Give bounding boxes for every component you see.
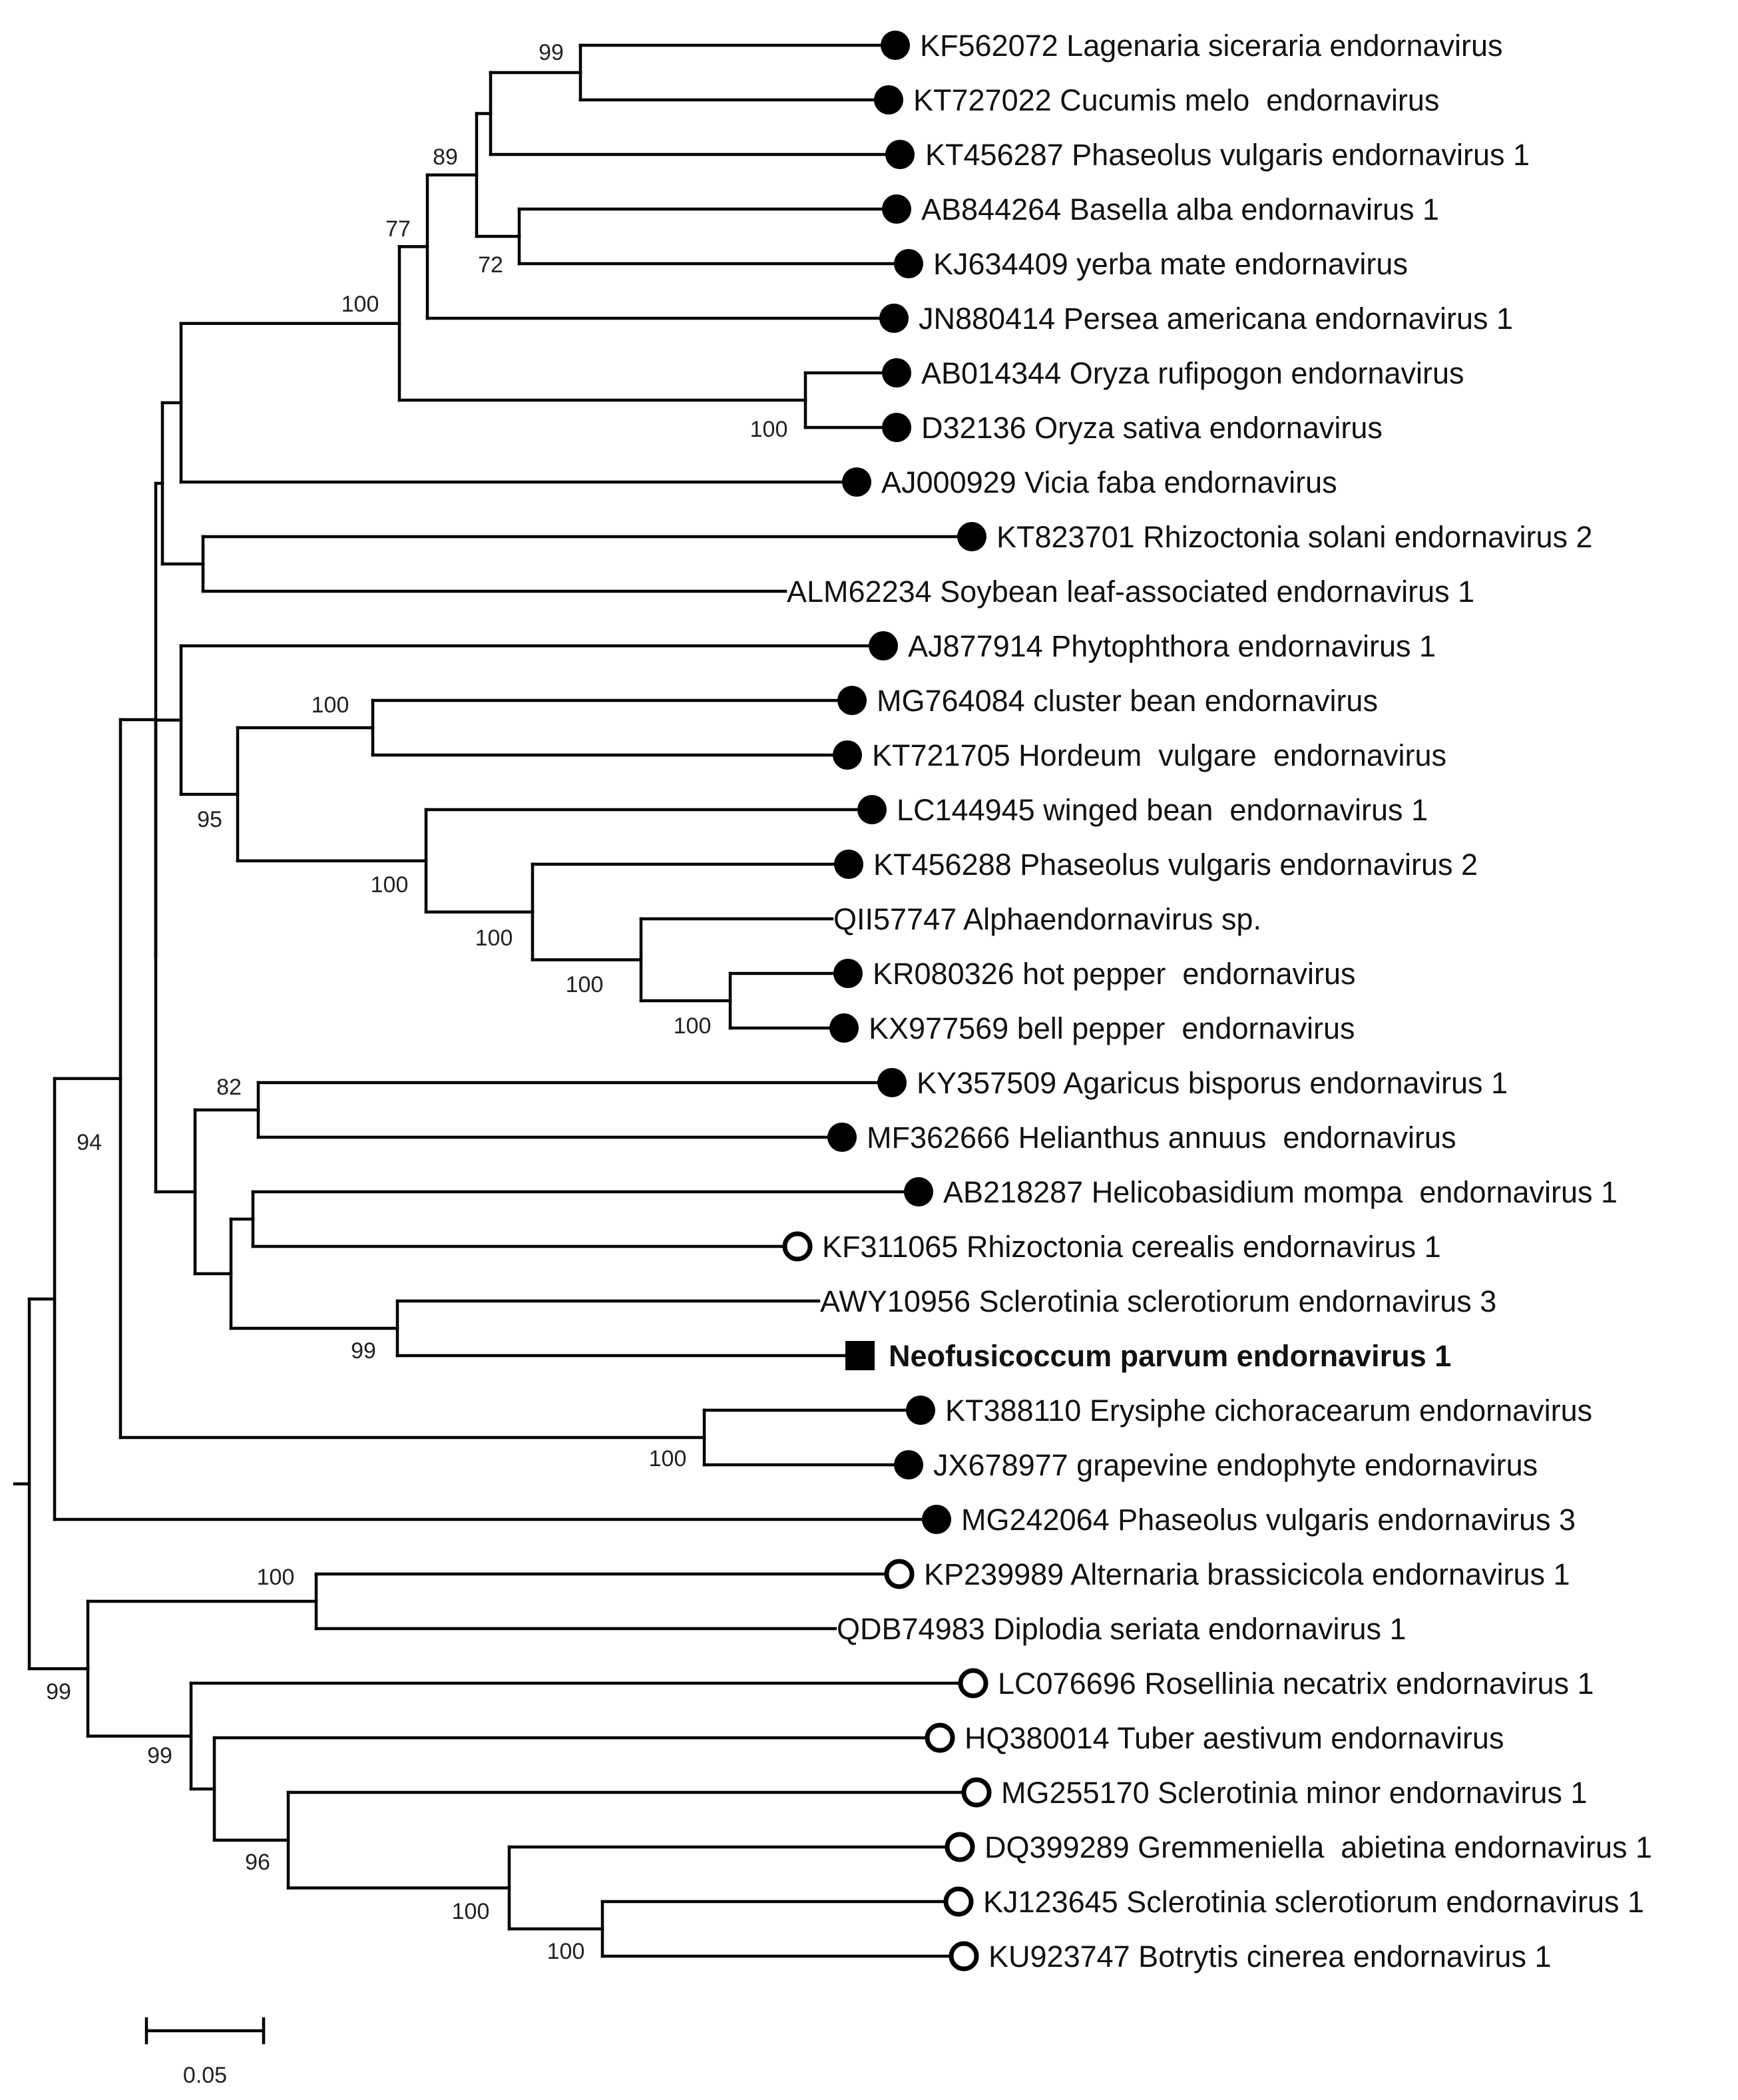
taxon-label: KT823701 Rhizoctonia solani endornavirus… bbox=[996, 520, 1593, 554]
taxon-label: QDB74983 Diplodia seriata endornavirus 1 bbox=[837, 1612, 1407, 1646]
bootstrap-value: 82 bbox=[216, 1075, 242, 1100]
taxon-label: MG255170 Sclerotinia minor endornavirus … bbox=[1001, 1776, 1587, 1810]
filled-circle-marker bbox=[877, 1068, 907, 1097]
filled-circle-marker bbox=[922, 1505, 951, 1534]
bootstrap-value: 100 bbox=[674, 1013, 712, 1039]
filled-circle-marker bbox=[904, 1177, 933, 1206]
filled-circle-marker bbox=[857, 795, 887, 824]
filled-circle-marker bbox=[869, 631, 898, 660]
taxon-labels: KF562072 Lagenaria siceraria endornaviru… bbox=[787, 29, 1652, 1973]
filled-circle-marker bbox=[882, 358, 911, 388]
filled-circle-marker bbox=[885, 140, 915, 169]
taxon-label: AJ000929 Vicia faba endornavirus bbox=[881, 465, 1337, 499]
taxon-label: KR080326 hot pepper endornavirus bbox=[873, 957, 1356, 991]
filled-circle-marker bbox=[894, 1450, 923, 1479]
bootstrap-value: 100 bbox=[371, 872, 409, 898]
filled-circle-marker bbox=[894, 249, 923, 278]
taxon-markers bbox=[782, 31, 992, 1971]
filled-circle-marker bbox=[829, 1013, 859, 1043]
open-circle-marker bbox=[943, 1886, 974, 1917]
bootstrap-value: 100 bbox=[547, 1939, 585, 1964]
taxon-label: KF562072 Lagenaria siceraria endornaviru… bbox=[920, 29, 1503, 63]
filled-circle-marker bbox=[881, 31, 910, 60]
taxon-label: KP239989 Alternaria brassicicola endorna… bbox=[924, 1557, 1570, 1591]
taxon-label: D32136 Oryza sativa endornavirus bbox=[921, 411, 1383, 445]
taxon-label: KY357509 Agaricus bisporus endornavirus … bbox=[917, 1066, 1508, 1100]
taxon-label: JX678977 grapevine endophyte endornaviru… bbox=[933, 1448, 1538, 1482]
filled-circle-marker bbox=[882, 413, 911, 442]
bootstrap-values: 99 89 77 72 100 100 100 95 100 100 100 100 82 99 94 100… bbox=[46, 40, 787, 1964]
taxon-label: KT388110 Erysiphe cichoracearum endornav… bbox=[945, 1394, 1592, 1428]
taxon-label: DQ399289 Gremmeniella abietina endornavi… bbox=[984, 1830, 1652, 1864]
filled-circle-marker bbox=[827, 1123, 857, 1152]
taxon-label: KJ634409 yerba mate endornavirus bbox=[933, 247, 1408, 281]
taxon-label: ALM62234 Soybean leaf-associated endorna… bbox=[787, 575, 1474, 609]
bootstrap-value: 99 bbox=[351, 1338, 376, 1364]
bootstrap-value: 99 bbox=[46, 1679, 71, 1705]
taxon-label: KT727022 Cucumis melo endornavirus bbox=[913, 83, 1439, 117]
scale-bar: 0.05 bbox=[144, 2017, 266, 2088]
taxon-label: QII57747 Alphaendornavirus sp. bbox=[833, 902, 1261, 936]
taxon-label: KT456287 Phaseolus vulgaris endornavirus… bbox=[925, 138, 1530, 172]
open-circle-marker bbox=[925, 1722, 955, 1753]
open-circle-marker bbox=[949, 1941, 979, 1971]
bootstrap-value: 99 bbox=[539, 40, 564, 65]
taxon-label: KT721705 Hordeum vulgare endornavirus bbox=[872, 738, 1446, 772]
taxon-label: JN880414 Persea americana endornavirus 1 bbox=[919, 302, 1513, 336]
taxon-label: AWY10956 Sclerotinia sclerotiorum endorn… bbox=[820, 1284, 1496, 1318]
open-circle-marker bbox=[884, 1559, 915, 1589]
taxon-label: LC076696 Rosellinia necatrix endornaviru… bbox=[998, 1667, 1594, 1701]
bootstrap-value: 100 bbox=[341, 292, 379, 317]
taxon-label: KF311065 Rhizoctonia cerealis endornavir… bbox=[822, 1230, 1441, 1264]
filled-square-marker bbox=[845, 1341, 875, 1370]
taxon-label: Neofusicoccum parvum endornavirus 1 bbox=[889, 1339, 1451, 1373]
bootstrap-value: 89 bbox=[433, 144, 458, 170]
filled-circle-marker bbox=[842, 467, 871, 497]
taxon-label: KT456288 Phaseolus vulgaris endornavirus… bbox=[873, 848, 1478, 882]
bootstrap-value: 100 bbox=[452, 1899, 490, 1924]
taxon-label: KX977569 bell pepper endornavirus bbox=[869, 1011, 1355, 1045]
taxon-label: KU923747 Botrytis cinerea endornavirus 1 bbox=[988, 1940, 1552, 1973]
filled-circle-marker bbox=[874, 85, 903, 115]
bootstrap-value: 100 bbox=[566, 972, 604, 997]
filled-circle-marker bbox=[957, 522, 986, 551]
bootstrap-value: 72 bbox=[478, 252, 503, 278]
scale-bar-label: 0.05 bbox=[183, 2063, 227, 2088]
taxon-label: AB844264 Basella alba endornavirus 1 bbox=[921, 192, 1439, 226]
filled-circle-marker bbox=[834, 850, 863, 879]
bootstrap-value: 100 bbox=[649, 1446, 687, 1471]
bootstrap-value: 96 bbox=[245, 1850, 270, 1875]
open-circle-marker bbox=[945, 1832, 975, 1862]
bootstrap-value: 100 bbox=[312, 692, 349, 718]
open-circle-marker bbox=[958, 1668, 988, 1699]
bootstrap-value: 95 bbox=[197, 807, 222, 832]
taxon-label: KJ123645 Sclerotinia sclerotiorum endorn… bbox=[983, 1885, 1644, 1919]
bootstrap-value: 100 bbox=[475, 925, 513, 951]
filled-circle-marker bbox=[833, 740, 862, 770]
taxon-label: HQ380014 Tuber aestivum endornavirus bbox=[965, 1721, 1504, 1755]
taxon-label: LC144945 winged bean endornavirus 1 bbox=[897, 793, 1428, 827]
scale-bar-line bbox=[144, 2017, 266, 2045]
tree-branches bbox=[13, 43, 978, 1958]
taxon-label: AJ877914 Phytophthora endornavirus 1 bbox=[908, 629, 1436, 663]
taxon-label: MF362666 Helianthus annuus endornavirus bbox=[867, 1121, 1456, 1155]
taxon-label: MG242064 Phaseolus vulgaris endornavirus… bbox=[961, 1503, 1576, 1537]
filled-circle-marker bbox=[882, 194, 911, 224]
open-circle-marker bbox=[782, 1231, 813, 1262]
taxon-label: MG764084 cluster bean endornavirus bbox=[877, 684, 1378, 718]
filled-circle-marker bbox=[906, 1396, 935, 1425]
bootstrap-value: 99 bbox=[147, 1743, 172, 1768]
bootstrap-value: 94 bbox=[77, 1130, 102, 1155]
filled-circle-marker bbox=[837, 686, 867, 715]
bootstrap-value: 77 bbox=[385, 216, 411, 242]
taxon-label: AB014344 Oryza rufipogon endornavirus bbox=[921, 356, 1464, 390]
filled-circle-marker bbox=[833, 959, 863, 988]
open-circle-marker bbox=[961, 1777, 992, 1808]
bootstrap-value: 100 bbox=[257, 1565, 295, 1590]
bootstrap-value: 100 bbox=[750, 417, 788, 442]
taxon-label: AB218287 Helicobasidium mompa endornavir… bbox=[943, 1175, 1618, 1209]
filled-circle-marker bbox=[879, 304, 909, 333]
